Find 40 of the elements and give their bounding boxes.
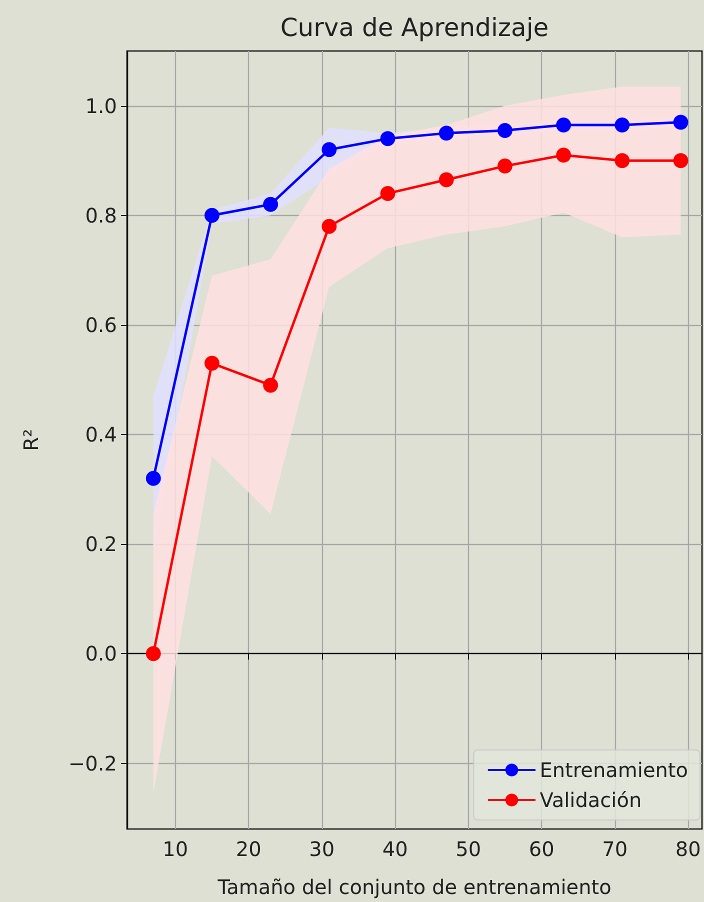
point <box>263 378 278 393</box>
x-tick-label: 70 <box>602 837 628 861</box>
point <box>614 153 630 168</box>
legend-label: Entrenamiento <box>540 758 688 782</box>
x-tick-label: 30 <box>309 837 335 861</box>
y-tick-label: 0.4 <box>85 422 117 447</box>
y-tick-label: −0.2 <box>68 751 117 776</box>
point <box>497 122 512 138</box>
legend-label: Validación <box>540 788 642 812</box>
point <box>322 218 337 234</box>
point <box>556 148 572 163</box>
y-tick-label: 0.6 <box>85 312 117 337</box>
y-tick-label: 0.0 <box>85 642 117 666</box>
y-tick-label: 1.0 <box>85 94 117 118</box>
point <box>556 117 572 132</box>
y-tick-label: 0.8 <box>85 203 117 228</box>
x-tick-label: 40 <box>382 837 408 861</box>
x-tick-label: 10 <box>162 837 188 861</box>
point <box>497 158 512 174</box>
y-tick-label: 0.2 <box>85 532 117 556</box>
x-tick-label: 60 <box>528 837 554 861</box>
chart-title: Curva de Aprendizaje <box>280 13 549 42</box>
point <box>146 646 161 662</box>
y-axis-title: R² <box>19 429 43 451</box>
x-tick-label: 20 <box>236 837 262 861</box>
x-axis-title: Tamaño del conjunto de entrenamiento <box>216 875 612 899</box>
point <box>614 117 630 132</box>
point <box>673 114 688 130</box>
point <box>380 131 396 146</box>
point <box>438 126 454 141</box>
point <box>146 470 161 486</box>
point <box>204 356 220 371</box>
point <box>438 172 454 188</box>
point <box>673 153 688 168</box>
point <box>380 186 396 201</box>
x-tick-label: 50 <box>456 837 482 861</box>
point <box>322 142 337 158</box>
x-tick-label: 80 <box>675 837 701 861</box>
point <box>204 208 220 223</box>
point <box>263 196 278 212</box>
